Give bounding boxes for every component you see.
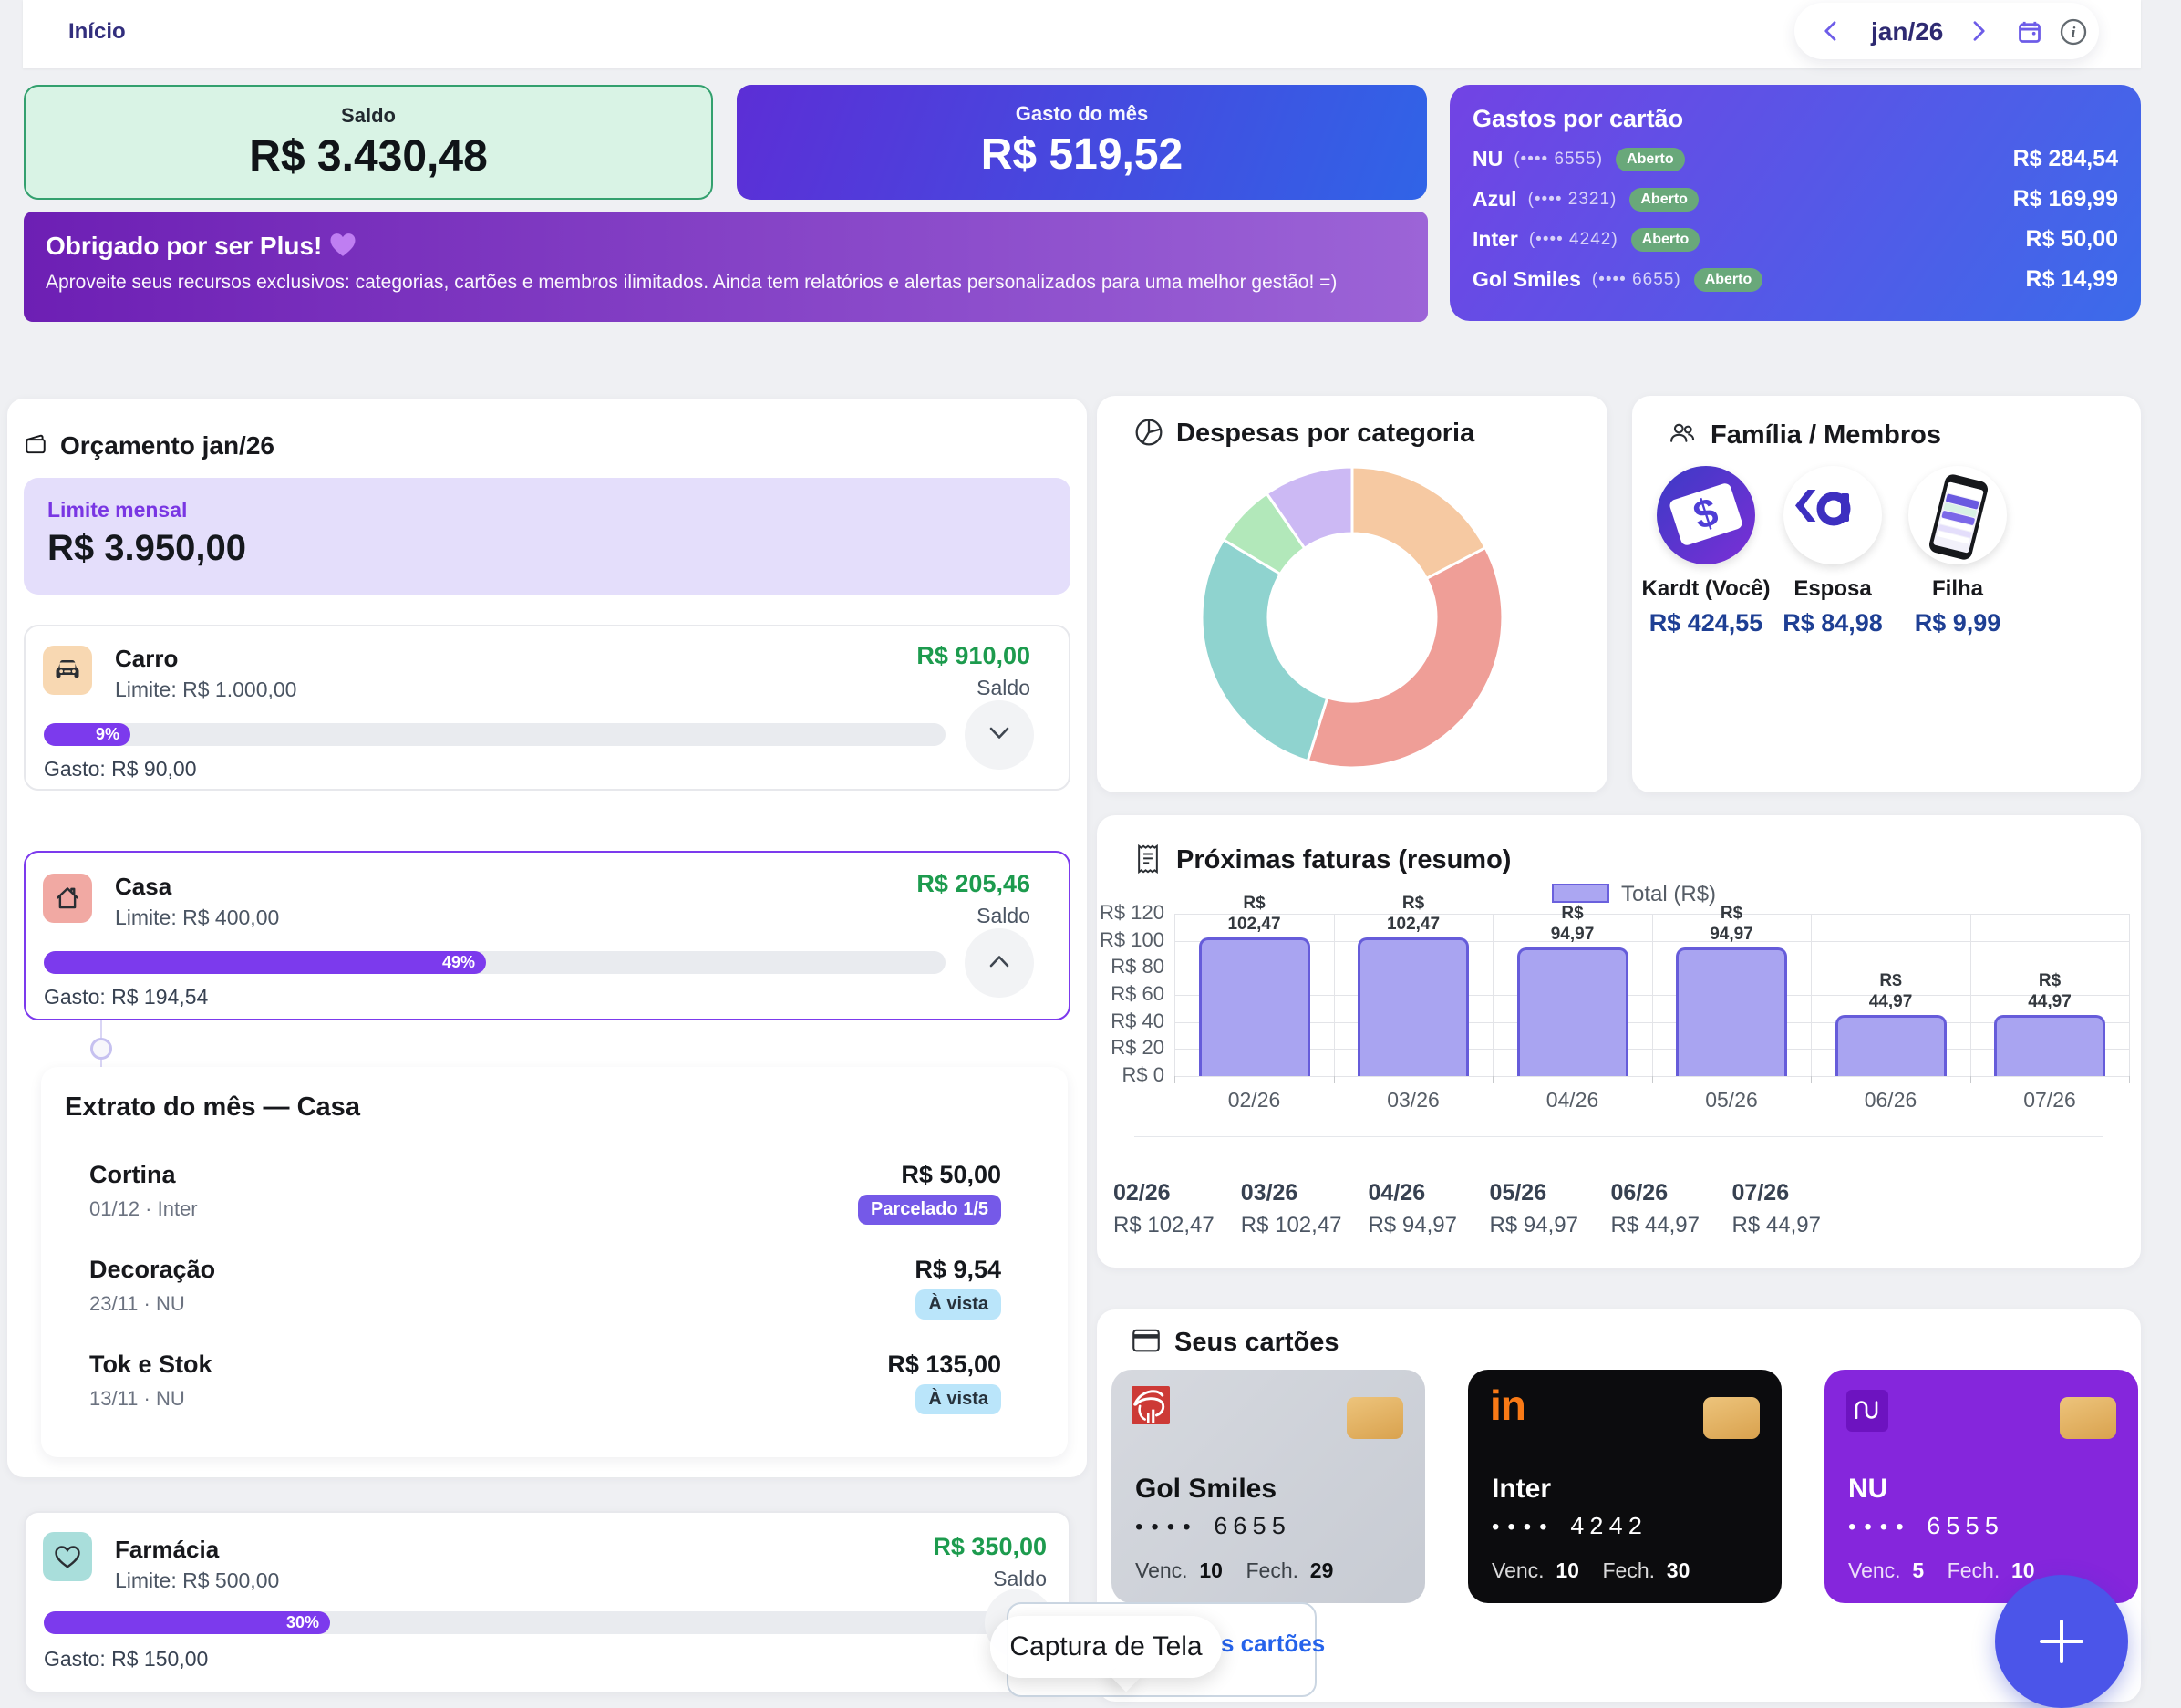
- svg-text:i: i: [2072, 24, 2076, 41]
